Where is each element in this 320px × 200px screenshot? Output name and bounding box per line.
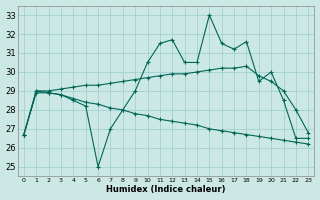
X-axis label: Humidex (Indice chaleur): Humidex (Indice chaleur)	[106, 185, 226, 194]
